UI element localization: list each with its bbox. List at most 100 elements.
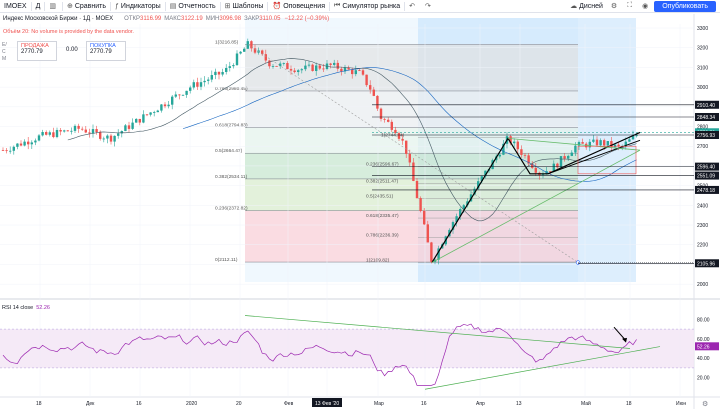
candle-body (365, 74, 368, 86)
y-tick-label: 3200 (697, 46, 708, 52)
y-tick-label: 2000 (697, 282, 708, 288)
y-tick-label: 3000 (697, 85, 708, 91)
candle-body (106, 135, 109, 139)
alerts-button[interactable]: ⏰ Оповещения (268, 0, 329, 13)
replay-icon: ⏮ (334, 2, 341, 9)
candle-body (181, 94, 185, 96)
reports-button[interactable]: ▤ Отчетность (166, 0, 220, 13)
candle-body (567, 155, 570, 159)
templates-button[interactable]: ⊞ Шаблоны (221, 0, 268, 13)
divider (329, 1, 330, 11)
candle-body (145, 114, 149, 116)
y-tick-label: 2200 (697, 243, 708, 249)
layout-label: Дисней (579, 2, 603, 10)
price-level-label: 2551.09 (697, 174, 715, 180)
indicators-button[interactable]: ƒ Индикаторы (111, 0, 165, 13)
symbol-search[interactable]: IMOEX (0, 0, 31, 13)
camera-icon: ◉ (642, 3, 649, 10)
simulator-button[interactable]: ⏮ Симулятор рынка (330, 0, 404, 13)
candle-body (333, 62, 336, 65)
reports-label: Отчетность (178, 2, 216, 10)
sell-button[interactable]: ПРОДАЖА 2770.79 (17, 41, 57, 61)
candle-body (84, 129, 87, 133)
redo-button[interactable]: ↷ (421, 0, 437, 13)
y-tick-label: 2800 (697, 125, 708, 131)
candle-body (286, 63, 289, 70)
divider (267, 1, 269, 11)
screenshot-button[interactable]: ◉ (638, 0, 654, 13)
candle-body (451, 222, 455, 230)
candle-body (603, 140, 606, 146)
candle-body (124, 125, 127, 132)
candle-body (300, 69, 303, 71)
candle-body (214, 71, 217, 76)
price-level-badge (695, 162, 719, 171)
layout-button[interactable]: ☁ Дисней (566, 0, 607, 13)
candle-body (315, 65, 318, 71)
candle-body (138, 118, 141, 123)
price-level-label: 2910.40 (697, 103, 715, 109)
price-level-label: 2478.18 (697, 188, 715, 194)
candle-body (102, 138, 105, 140)
candle-body (624, 141, 627, 146)
fib-band (245, 44, 578, 91)
rsi-band (0, 329, 694, 368)
candle-body (390, 121, 393, 130)
candle-body (55, 129, 59, 138)
compare-button[interactable]: ⊕ Сравнить (63, 0, 110, 13)
candle-body (81, 128, 84, 130)
candle-body (455, 216, 458, 223)
fullscreen-button[interactable]: ⛶ (623, 0, 638, 13)
candle-body (340, 68, 343, 72)
candle-body (289, 69, 293, 71)
rsi-tick-label: 80.00 (697, 317, 710, 323)
divider (164, 1, 166, 11)
candle-body (351, 69, 354, 75)
candle-body (228, 66, 231, 68)
alarm-icon: ⏰ (272, 3, 282, 10)
interval-button[interactable]: Д (32, 0, 45, 13)
candle-body (369, 85, 372, 90)
settings-button[interactable]: ⚙ (607, 0, 623, 13)
candle-body (563, 156, 566, 159)
legend-change: −12.22 (−0.39%) (284, 16, 330, 22)
sell-value: 2770.79 (21, 49, 43, 55)
candle-body (347, 67, 350, 70)
rsi-tick-label: 40.00 (697, 356, 710, 362)
candle-body (531, 163, 534, 168)
x-tick-label: 13 (516, 401, 522, 407)
legend-close-label: ЗАКР (244, 16, 260, 22)
candle-body (239, 51, 242, 54)
candle-body (1, 150, 5, 151)
publish-button[interactable]: Опубликовать (654, 0, 716, 12)
candle-body (113, 135, 116, 142)
chart-type-button[interactable]: ▥ (45, 0, 62, 13)
candle-body (207, 79, 210, 81)
candle-body (354, 70, 357, 75)
candle-body (484, 170, 487, 177)
candle-body (48, 132, 51, 135)
buy-button[interactable]: ПОКУПКА 2770.79 (86, 41, 126, 61)
x-tick-label: Фев (284, 401, 294, 407)
y-tick-label: 2700 (697, 144, 708, 150)
candle-body (358, 70, 361, 72)
candle-body (246, 41, 249, 49)
candle-body (117, 133, 120, 136)
candle-body (52, 132, 55, 138)
candle-body (99, 131, 102, 139)
candle-body (19, 143, 23, 146)
buy-label: ПОКУПКА (90, 43, 116, 49)
legend-symbol-name: Индекс Московской Биржи · 1Д · MOEX (3, 16, 114, 22)
candle-body (253, 48, 257, 53)
candle-body (426, 224, 429, 243)
undo-button[interactable]: ↶ (405, 0, 421, 13)
candle-body (412, 162, 415, 181)
toolbar-right: ☁ Дисней ⚙ ⛶ ◉ Опубликовать (566, 0, 720, 13)
candle-body (199, 82, 203, 87)
candle-body (523, 154, 527, 156)
y-tick-label: 3100 (697, 65, 708, 71)
candle-body (613, 144, 617, 148)
candle-body (156, 110, 159, 113)
candle-body (250, 41, 253, 49)
